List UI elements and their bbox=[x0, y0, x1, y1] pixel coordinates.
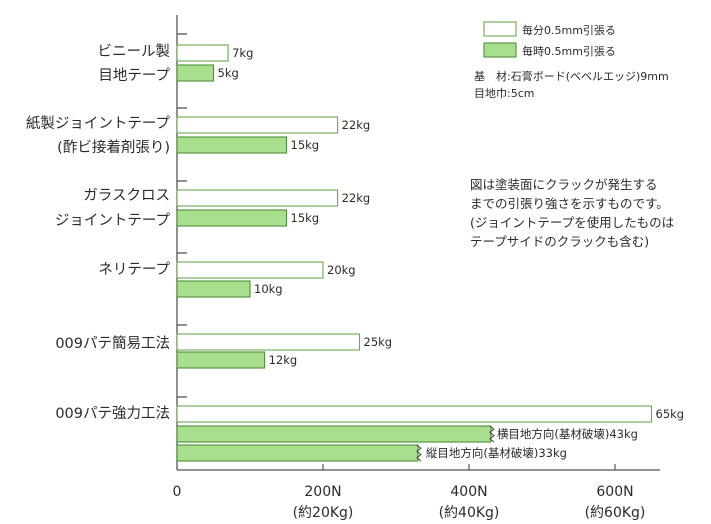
bar-per-hour bbox=[176, 425, 492, 443]
category-label: ガラスクロス bbox=[83, 187, 170, 204]
bar-per-hour bbox=[176, 136, 288, 154]
value-label-vertical-joint: 縦目地方向(基材破壊)33kg bbox=[426, 446, 567, 460]
x-tick-sublabel: (約40Kg) bbox=[439, 505, 500, 521]
category-label: ジョイントテープ bbox=[55, 212, 171, 229]
x-tick-label: 400N bbox=[450, 484, 487, 500]
x-tick-label: 600N bbox=[596, 484, 633, 500]
bar-per-minute bbox=[176, 44, 229, 62]
value-label-per-minute: 20kg bbox=[327, 263, 356, 277]
bar-per-minute bbox=[176, 261, 324, 279]
x-tick-sublabel: (約60Kg) bbox=[585, 505, 646, 521]
annotation-text: 図は塗装面にクラックが発生する bbox=[470, 177, 658, 192]
bar-per-minute bbox=[176, 189, 339, 207]
value-label-per-hour: 横目地方向(基材破壊)43kg bbox=[497, 427, 638, 441]
category-label: 009パテ強力工法 bbox=[55, 405, 170, 422]
legend-note: 目地巾:5cm bbox=[474, 86, 534, 100]
annotation-text: テープサイドのクラックも含む) bbox=[470, 234, 649, 249]
bar-per-hour bbox=[176, 280, 251, 298]
bar-per-minute bbox=[176, 405, 653, 423]
category-label: (酢ビ接着剤張り) bbox=[57, 139, 170, 156]
bar-per-minute bbox=[176, 116, 339, 134]
value-label-per-minute: 22kg bbox=[342, 118, 371, 132]
value-label-per-hour: 15kg bbox=[291, 211, 320, 225]
bar-per-hour-vertical-joint bbox=[176, 444, 419, 462]
value-label-per-hour: 5kg bbox=[218, 66, 239, 80]
category-label: 目地テープ bbox=[98, 67, 170, 84]
annotation-text: までの引張り強さを示すものです。 bbox=[470, 196, 669, 211]
bar-per-hour bbox=[176, 209, 288, 227]
legend-swatch-per-minute bbox=[483, 21, 517, 37]
value-label-per-hour: 15kg bbox=[291, 138, 320, 152]
legend-note: 基 材:石膏ボード(ベベルエッジ)9mm bbox=[474, 69, 669, 83]
value-label-per-minute: 22kg bbox=[342, 191, 371, 205]
annotation-text: (ジョイントテープを使用したものは bbox=[470, 215, 674, 230]
bar-break-mark bbox=[489, 425, 495, 443]
x-tick-sublabel: (約20Kg) bbox=[293, 505, 354, 521]
legend-swatch-per-hour bbox=[483, 42, 517, 58]
value-label-per-hour: 12kg bbox=[269, 353, 298, 367]
value-label-per-minute: 65kg bbox=[656, 407, 685, 421]
bar-per-hour bbox=[176, 351, 266, 369]
category-label: ビニール製 bbox=[98, 43, 171, 60]
category-label: 紙製ジョイントテープ bbox=[26, 115, 171, 132]
legend-label-per-hour: 毎時0.5mm引張る bbox=[522, 44, 616, 58]
bar-break-mark bbox=[416, 444, 422, 462]
bar-per-hour bbox=[176, 64, 215, 82]
value-label-per-minute: 7kg bbox=[232, 46, 253, 60]
bar-per-minute bbox=[176, 333, 361, 351]
x-tick-label: 0 bbox=[173, 484, 182, 500]
value-label-per-minute: 25kg bbox=[364, 335, 393, 349]
x-tick-label: 200N bbox=[304, 484, 341, 500]
category-label: 009パテ簡易工法 bbox=[55, 335, 170, 352]
legend-label-per-minute: 毎分0.5mm引張る bbox=[522, 23, 616, 37]
category-label: ネリテープ bbox=[98, 261, 170, 278]
value-label-per-hour: 10kg bbox=[254, 282, 283, 296]
